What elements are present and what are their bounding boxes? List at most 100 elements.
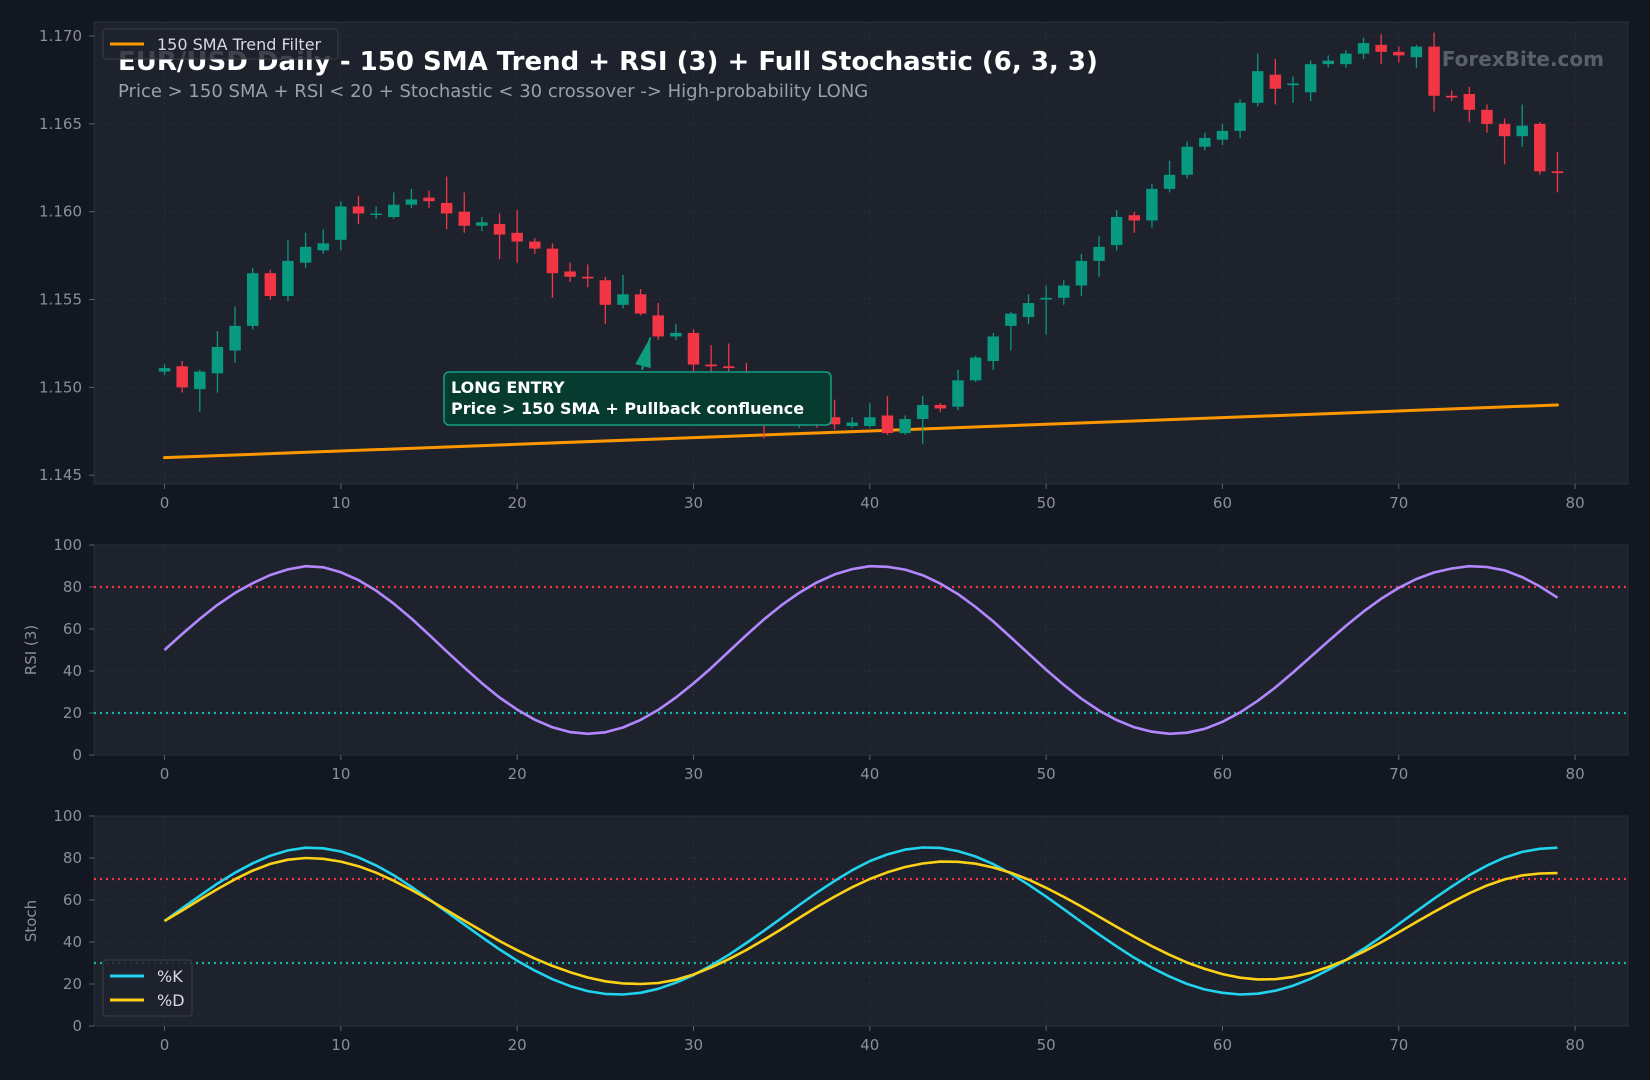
candle-body [493,224,506,235]
candle [1093,236,1105,277]
candle [405,188,418,209]
candle-body [1075,260,1088,286]
rsi-x-tick-label: 50 [1037,765,1056,783]
candle [617,274,629,309]
candle [1058,280,1070,305]
price-y-tick-label: 1.170 [39,27,82,45]
rsi-x-tick-label: 40 [860,765,879,783]
candle [1022,294,1035,325]
annotation-box [443,371,832,426]
candle [1163,160,1176,193]
rsi-x-tick-label: 10 [331,765,350,783]
price-y-tick-label: 1.150 [39,378,82,396]
rsi-x-tick-label: 60 [1213,765,1232,783]
price-x-tick-label: 30 [684,494,703,512]
stochastic-levels [94,877,1628,965]
stoch-y-tick-label: 20 [63,975,82,993]
price-x-ticks: 0 10 20 30 40 50 60 70 80 [160,484,1585,512]
candle [1445,90,1458,102]
candle [476,216,488,232]
candle-body [1146,188,1158,221]
candle [828,399,841,430]
rsi-x-tick-label: 0 [160,765,170,783]
stoch-y-tick-label: 40 [63,933,82,951]
candle [176,361,188,393]
price-y-tick-label: 1.155 [39,291,82,309]
candle [511,209,523,263]
rsi-y-tick-label: 60 [63,620,82,638]
long-entry-annotation: LONG ENTRY Price > 150 SMA + Pullback co… [443,337,832,426]
price-x-tick-label: 50 [1037,494,1056,512]
candle-body [705,364,717,367]
stochastic-lines [163,846,1558,996]
stoch-y-tick-label: 80 [63,849,82,867]
candle [1428,32,1440,112]
legend-d-label: %D [157,991,185,1010]
candle-body [670,332,682,337]
candle-body [952,380,964,407]
candle [1498,118,1511,165]
candle [1128,211,1141,233]
sma-line [163,403,1559,460]
stoch-series-line-1 [163,856,1558,986]
candle [599,276,612,325]
candle-body [1269,74,1282,89]
candle-body [1498,123,1511,137]
price-x-tick-label: 60 [1213,494,1232,512]
rsi-y-tick-label: 100 [53,536,82,554]
stoch-y-tick-label: 60 [63,891,82,909]
candle-body [1551,171,1564,174]
stoch-y-tick-label: 100 [53,807,82,825]
candle [423,190,435,209]
candle [458,192,471,233]
candle-body [564,271,576,277]
candle-body [1128,215,1141,221]
candle [899,415,911,435]
candle [335,201,347,251]
candle-body [405,199,418,205]
chart-subtitle: Price > 150 SMA + RSI < 20 + Stochastic … [118,81,868,102]
stoch-x-tick-label: 40 [860,1036,879,1054]
candle-body [899,419,911,434]
candle [440,176,453,230]
price-panel: 1.145 1.150 1.155 1.160 1.165 1.170 0 10 20 30 40… [39,21,1629,512]
price-x-tick-label: 10 [331,494,350,512]
candle-body [723,366,735,369]
candle-body [599,280,612,305]
candle [264,269,277,300]
price-legend: 150 SMA Trend Filter [102,28,339,60]
candle-body [511,232,523,242]
stoch-x-tick-label: 70 [1389,1036,1408,1054]
candle-body [881,415,894,434]
candle [1075,253,1088,297]
candle [370,206,382,219]
candle [246,267,259,330]
price-x-tick-label: 0 [160,494,170,512]
candle-body [969,357,982,381]
candle [1199,132,1211,151]
candle [1110,209,1123,251]
candle-body [529,241,541,249]
stoch-x-tick-label: 10 [331,1036,350,1054]
stochastic-gridlines [94,815,1628,1027]
rsi-x-tick-label: 20 [508,765,527,783]
annotation-line-2: Price > 150 SMA + Pullback confluence [451,399,804,418]
annotation-arrow [635,337,651,369]
candle-body [264,273,277,297]
candle-body [246,273,259,326]
candle [1375,34,1387,65]
candle-body [176,366,188,388]
stochastic-panel-background [93,815,1629,1027]
candle-body [1163,174,1176,189]
candle [1040,285,1052,335]
price-x-tick-label: 70 [1389,494,1408,512]
candle-body [546,248,559,274]
candle [1410,44,1423,68]
candle [194,369,206,412]
candle [1481,104,1493,133]
stoch-x-tick-label: 50 [1037,1036,1056,1054]
price-y-tick-label: 1.160 [39,203,82,221]
candle-body [476,222,488,226]
candle [1005,311,1017,351]
candle [282,239,294,302]
